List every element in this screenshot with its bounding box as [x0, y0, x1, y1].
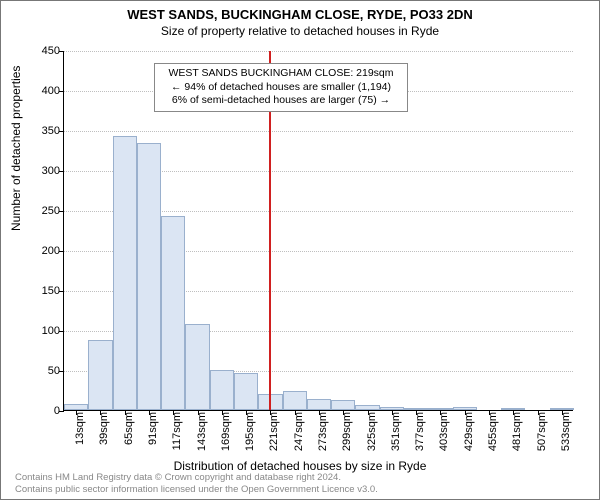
y-tick-mark — [59, 291, 64, 292]
x-tick-label: 117sqm — [171, 412, 183, 450]
footer-line1: Contains HM Land Registry data © Crown c… — [15, 472, 378, 483]
x-tick-label: 91sqm — [147, 412, 159, 445]
histogram-bar — [283, 391, 307, 410]
title-address: WEST SANDS, BUCKINGHAM CLOSE, RYDE, PO33… — [1, 7, 599, 22]
y-tick-label: 150 — [28, 285, 60, 297]
histogram-bar — [113, 136, 137, 410]
y-tick-label: 300 — [28, 165, 60, 177]
x-tick-label: 481sqm — [511, 412, 523, 451]
histogram-bar — [307, 399, 331, 410]
x-tick-label: 325sqm — [366, 412, 378, 451]
x-tick-label: 377sqm — [414, 412, 426, 451]
x-tick-label: 533sqm — [560, 412, 572, 451]
y-tick-mark — [59, 91, 64, 92]
y-tick-label: 350 — [28, 125, 60, 137]
gridline — [64, 131, 573, 132]
footer-line2: Contains public sector information licen… — [15, 484, 378, 495]
y-tick-mark — [59, 251, 64, 252]
y-tick-label: 0 — [28, 405, 60, 417]
gridline — [64, 51, 573, 52]
chart-title-block: WEST SANDS, BUCKINGHAM CLOSE, RYDE, PO33… — [1, 7, 599, 38]
annotation-line: 6% of semi-detached houses are larger (7… — [161, 94, 401, 108]
x-tick-label: 403sqm — [438, 412, 450, 451]
x-tick-label: 65sqm — [123, 412, 135, 445]
y-tick-label: 250 — [28, 205, 60, 217]
histogram-bar — [185, 324, 209, 410]
histogram-bar — [161, 216, 185, 410]
y-tick-mark — [59, 371, 64, 372]
x-tick-label: 169sqm — [220, 412, 232, 451]
x-tick-label: 247sqm — [293, 412, 305, 451]
x-tick-label: 507sqm — [536, 412, 548, 451]
chart-area: 05010015020025030035040045013sqm39sqm65s… — [63, 51, 573, 411]
x-tick-label: 351sqm — [390, 412, 402, 451]
histogram-bar — [234, 373, 258, 410]
histogram-bar — [137, 143, 161, 410]
x-tick-label: 221sqm — [268, 412, 280, 451]
plot-region: 05010015020025030035040045013sqm39sqm65s… — [63, 51, 573, 411]
y-tick-mark — [59, 411, 64, 412]
x-tick-label: 429sqm — [463, 412, 475, 451]
y-tick-label: 450 — [28, 45, 60, 57]
x-tick-label: 299sqm — [341, 412, 353, 451]
y-tick-mark — [59, 131, 64, 132]
y-tick-label: 200 — [28, 245, 60, 257]
footer-attribution: Contains HM Land Registry data © Crown c… — [15, 472, 378, 495]
annotation-line: WEST SANDS BUCKINGHAM CLOSE: 219sqm — [161, 67, 401, 81]
histogram-bar — [331, 400, 355, 410]
y-tick-label: 400 — [28, 85, 60, 97]
y-tick-mark — [59, 171, 64, 172]
x-tick-label: 13sqm — [74, 412, 86, 445]
x-tick-label: 273sqm — [317, 412, 329, 451]
x-axis-label: Distribution of detached houses by size … — [1, 459, 599, 473]
x-tick-label: 39sqm — [98, 412, 110, 445]
y-tick-mark — [59, 51, 64, 52]
annotation-box: WEST SANDS BUCKINGHAM CLOSE: 219sqm← 94%… — [154, 63, 408, 112]
histogram-bar — [210, 370, 234, 410]
x-tick-label: 195sqm — [244, 412, 256, 451]
y-axis-label: Number of detached properties — [9, 66, 23, 231]
x-tick-label: 455sqm — [487, 412, 499, 451]
y-tick-mark — [59, 331, 64, 332]
y-tick-label: 50 — [28, 365, 60, 377]
y-tick-label: 100 — [28, 325, 60, 337]
annotation-line: ← 94% of detached houses are smaller (1,… — [161, 81, 401, 95]
y-tick-mark — [59, 211, 64, 212]
x-tick-label: 143sqm — [196, 412, 208, 451]
histogram-bar — [88, 340, 112, 410]
title-subtitle: Size of property relative to detached ho… — [1, 24, 599, 38]
